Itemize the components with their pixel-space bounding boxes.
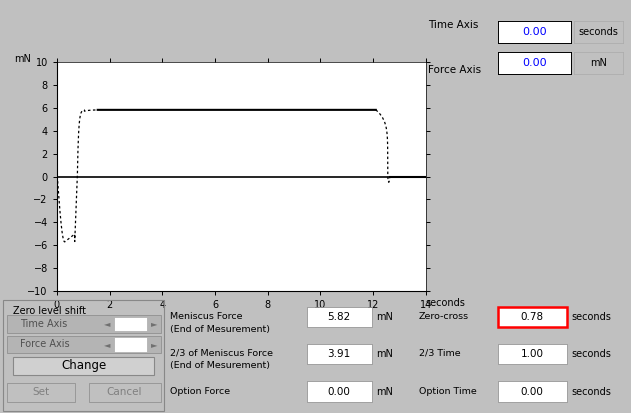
Text: Change: Change — [61, 359, 106, 373]
Text: ◄: ◄ — [103, 319, 110, 328]
Text: 0.78: 0.78 — [521, 312, 544, 322]
Text: 3.91: 3.91 — [327, 349, 351, 359]
Text: seconds: seconds — [571, 312, 611, 322]
Text: Time Axis: Time Axis — [428, 20, 478, 30]
Text: ◄: ◄ — [103, 340, 110, 349]
FancyBboxPatch shape — [13, 357, 154, 375]
FancyBboxPatch shape — [7, 335, 160, 353]
Text: 2/3 Time: 2/3 Time — [418, 349, 460, 358]
Text: Time Axis: Time Axis — [20, 319, 68, 329]
Text: mN: mN — [377, 312, 394, 322]
Text: ►: ► — [151, 340, 157, 349]
Text: seconds: seconds — [571, 349, 611, 359]
FancyBboxPatch shape — [307, 307, 372, 327]
Text: 0.00: 0.00 — [521, 387, 544, 397]
FancyBboxPatch shape — [307, 344, 372, 363]
Text: Zero level shift: Zero level shift — [13, 306, 86, 316]
Text: seconds: seconds — [579, 27, 619, 37]
Text: Set: Set — [32, 387, 49, 397]
Text: mN: mN — [591, 58, 607, 68]
Text: 2/3 of Meniscus Force: 2/3 of Meniscus Force — [170, 349, 273, 358]
FancyBboxPatch shape — [114, 337, 147, 351]
FancyBboxPatch shape — [7, 315, 160, 332]
Text: mN: mN — [377, 349, 394, 359]
FancyBboxPatch shape — [7, 383, 75, 401]
Text: Option Time: Option Time — [418, 387, 476, 396]
Text: (End of Mesurement): (End of Mesurement) — [170, 361, 269, 370]
FancyBboxPatch shape — [498, 307, 567, 327]
FancyBboxPatch shape — [114, 316, 147, 331]
Text: 1.00: 1.00 — [521, 349, 544, 359]
Text: mN: mN — [377, 387, 394, 397]
FancyBboxPatch shape — [88, 383, 160, 401]
FancyBboxPatch shape — [307, 382, 372, 401]
Text: Zero-cross: Zero-cross — [418, 312, 469, 321]
Text: Force Axis: Force Axis — [20, 339, 69, 349]
FancyBboxPatch shape — [498, 382, 567, 401]
Text: 0.00: 0.00 — [522, 27, 547, 37]
Text: ►: ► — [151, 319, 157, 328]
Text: Option Force: Option Force — [170, 387, 230, 396]
Text: Cancel: Cancel — [107, 387, 143, 397]
Text: seconds: seconds — [571, 387, 611, 397]
Text: seconds: seconds — [425, 298, 465, 308]
FancyBboxPatch shape — [498, 344, 567, 363]
Text: mN: mN — [14, 54, 31, 64]
Text: 5.82: 5.82 — [327, 312, 351, 322]
Text: 0.00: 0.00 — [522, 58, 547, 68]
Text: Force Axis: Force Axis — [428, 65, 481, 75]
Text: Meniscus Force: Meniscus Force — [170, 312, 242, 321]
Text: 0.00: 0.00 — [327, 387, 351, 397]
Text: (End of Mesurement): (End of Mesurement) — [170, 325, 269, 334]
